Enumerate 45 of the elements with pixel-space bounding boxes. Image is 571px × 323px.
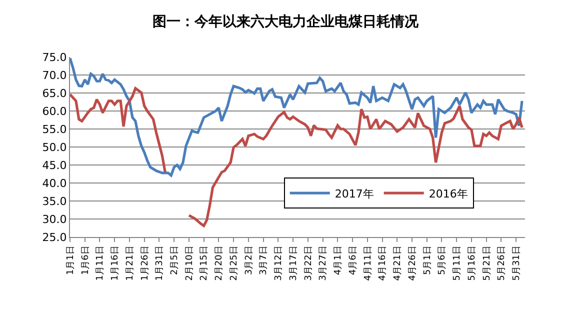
x-tick-label: 3月22日 <box>304 246 314 281</box>
x-tick-label: 3月17日 <box>288 246 299 281</box>
x-tick-label: 4月21日 <box>393 246 404 281</box>
x-tick-label: 2月20日 <box>214 246 225 281</box>
y-tick-label: 35.0 <box>42 194 67 208</box>
x-tick-label: 5月16日 <box>467 246 478 281</box>
x-tick-label: 3月12日 <box>274 246 284 281</box>
x-tick-label: 5月11日 <box>452 246 463 281</box>
y-tick-label: 50.0 <box>42 140 67 154</box>
x-tick-label: 4月26日 <box>408 246 418 281</box>
x-tick-label: 2月25日 <box>229 246 240 281</box>
x-tick-label: 3月7日 <box>259 246 270 276</box>
y-tick-label: 60.0 <box>42 104 67 118</box>
x-tick-label: 5月26日 <box>497 246 508 281</box>
y-tick-label: 75.0 <box>42 50 67 64</box>
x-tick-label: 1月16日 <box>110 246 121 281</box>
x-tick-label: 5月31日 <box>512 246 522 281</box>
x-tick-label: 1月6日 <box>80 246 91 276</box>
y-tick-label: 25.0 <box>42 230 67 244</box>
y-tick-label: 65.0 <box>42 86 67 100</box>
x-tick-label: 1月1日 <box>66 246 76 276</box>
x-tick-label: 3月2日 <box>244 246 254 276</box>
x-tick-label: 4月11日 <box>363 246 374 281</box>
x-tick-label: 4月1日 <box>334 246 344 276</box>
x-tick-label: 3月27日 <box>318 246 329 281</box>
chart-title: 图一：今年以来六大电力企业电煤日耗情况 <box>152 12 420 30</box>
x-tick-label: 5月1日 <box>422 246 433 276</box>
x-tick-label: 4月6日 <box>348 246 358 276</box>
x-tick-label: 1月21日 <box>125 246 136 281</box>
x-tick-label: 4月16日 <box>378 246 388 281</box>
x-tick-label: 5月6日 <box>438 246 448 276</box>
legend-label: 2016年 <box>428 187 468 200</box>
x-tick-label: 1月11日 <box>96 246 106 281</box>
x-tick-label: 5月21日 <box>482 246 492 281</box>
x-tick-label: 2月10日 <box>184 246 195 281</box>
x-tick-label: 2月15日 <box>200 246 210 281</box>
x-tick-label: 1月31日 <box>155 246 166 281</box>
legend-label: 2017年 <box>334 187 374 200</box>
x-tick-label: 1月26日 <box>140 246 150 281</box>
y-tick-label: 55.0 <box>42 122 67 136</box>
y-tick-label: 45.0 <box>42 158 67 172</box>
y-tick-label: 30.0 <box>42 212 67 226</box>
x-tick-label: 2月5日 <box>170 246 180 276</box>
y-tick-label: 40.0 <box>42 176 67 190</box>
y-tick-label: 70.0 <box>42 68 67 82</box>
